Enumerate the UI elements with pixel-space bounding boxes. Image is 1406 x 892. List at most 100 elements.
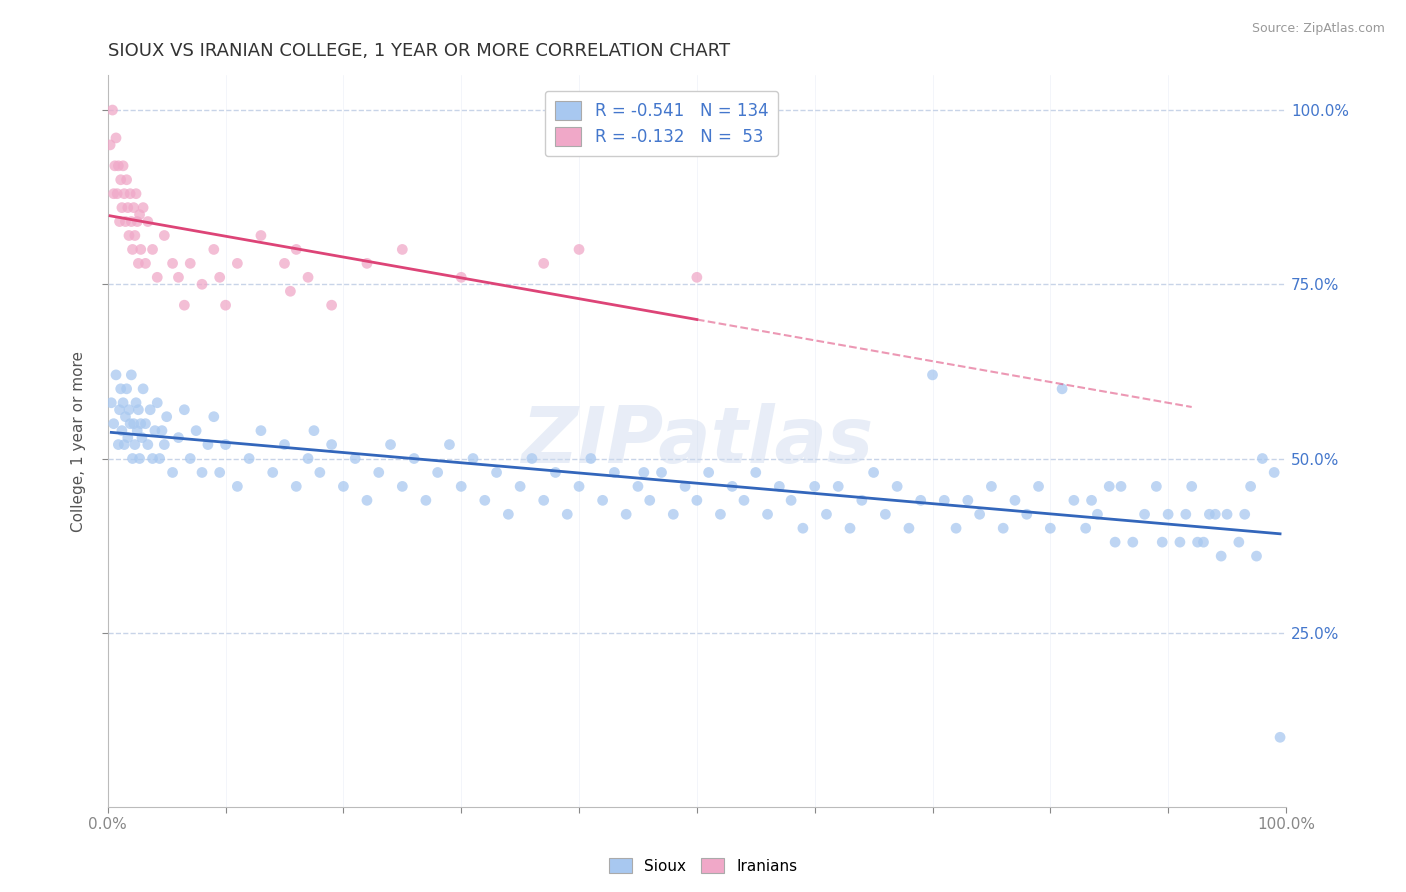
Point — [127, 424, 149, 438]
Point — [150, 424, 173, 438]
Point — [614, 508, 637, 522]
Point — [101, 103, 124, 117]
Point — [297, 270, 319, 285]
Point — [285, 243, 308, 257]
Point — [886, 479, 908, 493]
Point — [124, 437, 146, 451]
Point — [112, 396, 135, 410]
Point — [1087, 508, 1109, 522]
Point — [1133, 508, 1156, 522]
Point — [1251, 451, 1274, 466]
Point — [214, 437, 236, 451]
Point — [143, 424, 166, 438]
Point — [461, 451, 484, 466]
Point — [167, 431, 190, 445]
Legend: Sioux, Iranians: Sioux, Iranians — [603, 852, 803, 880]
Point — [1211, 549, 1233, 563]
Point — [173, 402, 195, 417]
Point — [633, 466, 655, 480]
Point — [202, 243, 225, 257]
Point — [450, 479, 472, 493]
Point — [110, 382, 132, 396]
Point — [792, 521, 814, 535]
Point — [114, 214, 136, 228]
Point — [344, 451, 367, 466]
Point — [721, 479, 744, 493]
Point — [308, 466, 330, 480]
Point — [104, 159, 127, 173]
Point — [107, 437, 129, 451]
Point — [650, 466, 672, 480]
Point — [1074, 521, 1097, 535]
Point — [1080, 493, 1102, 508]
Point — [120, 214, 142, 228]
Point — [1246, 549, 1268, 563]
Point — [897, 521, 920, 535]
Point — [111, 424, 134, 438]
Point — [1098, 479, 1121, 493]
Point — [105, 368, 128, 382]
Point — [110, 173, 132, 187]
Point — [191, 466, 214, 480]
Point — [450, 270, 472, 285]
Point — [1233, 508, 1256, 522]
Point — [114, 409, 136, 424]
Point — [1104, 535, 1126, 549]
Point — [297, 451, 319, 466]
Point — [603, 466, 626, 480]
Point — [103, 417, 125, 431]
Point — [1227, 535, 1250, 549]
Point — [1168, 535, 1191, 549]
Point — [686, 493, 709, 508]
Text: ZIPatlas: ZIPatlas — [520, 403, 873, 479]
Point — [579, 451, 602, 466]
Point — [108, 214, 131, 228]
Point — [226, 256, 249, 270]
Point — [146, 396, 169, 410]
Point — [129, 243, 152, 257]
Point — [1263, 466, 1285, 480]
Point — [1198, 508, 1220, 522]
Point — [105, 186, 128, 201]
Point — [356, 256, 378, 270]
Point — [768, 479, 790, 493]
Point — [1157, 508, 1180, 522]
Point — [980, 479, 1002, 493]
Point — [117, 201, 139, 215]
Point — [98, 137, 121, 152]
Point — [153, 228, 176, 243]
Point — [132, 201, 155, 215]
Point — [745, 466, 768, 480]
Point — [332, 479, 354, 493]
Point — [139, 402, 162, 417]
Point — [568, 479, 591, 493]
Point — [474, 493, 496, 508]
Point — [136, 437, 159, 451]
Point — [120, 368, 142, 382]
Point — [120, 417, 142, 431]
Point — [146, 270, 169, 285]
Point — [780, 493, 803, 508]
Point — [285, 479, 308, 493]
Point — [131, 431, 153, 445]
Point — [367, 466, 389, 480]
Point — [128, 451, 150, 466]
Point — [153, 437, 176, 451]
Point — [179, 451, 201, 466]
Point — [208, 270, 231, 285]
Point — [533, 493, 555, 508]
Point — [118, 228, 141, 243]
Point — [697, 466, 720, 480]
Point — [1063, 493, 1085, 508]
Point — [208, 466, 231, 480]
Point — [280, 285, 302, 299]
Point — [1109, 479, 1132, 493]
Point — [380, 437, 402, 451]
Point — [1174, 508, 1197, 522]
Point — [134, 417, 156, 431]
Point — [627, 479, 650, 493]
Point — [945, 521, 967, 535]
Point — [149, 451, 172, 466]
Point — [128, 208, 150, 222]
Point — [112, 437, 135, 451]
